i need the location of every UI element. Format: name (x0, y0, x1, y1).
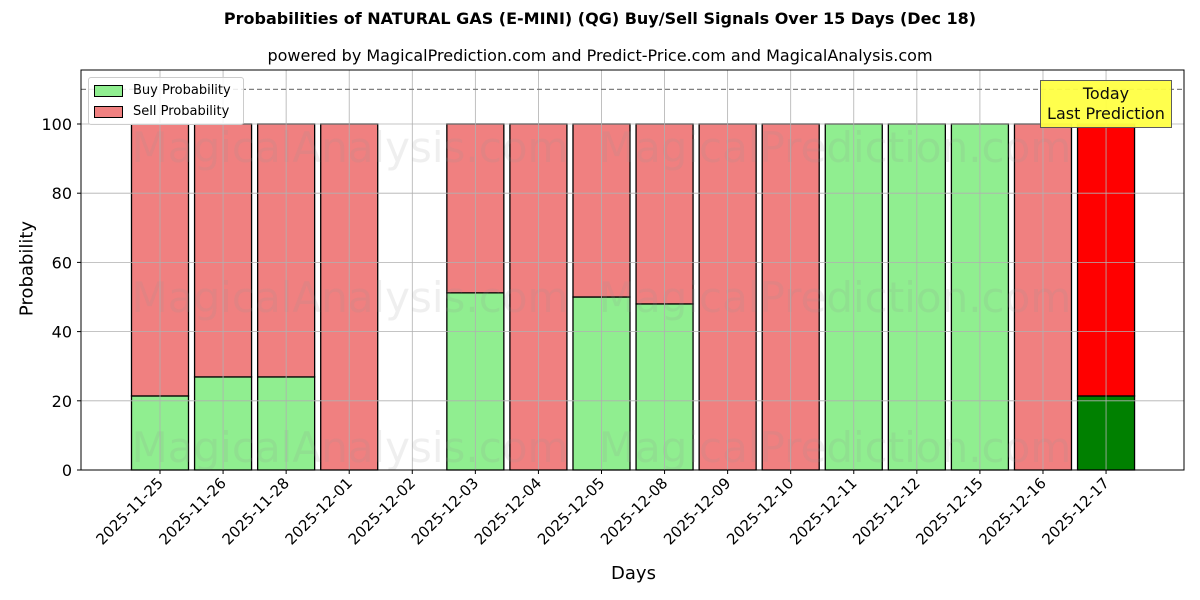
legend-item-sell: Sell Probability (94, 104, 229, 119)
y-tick-label: 100 (41, 115, 72, 134)
x-tick-label: 2025-12-04 (471, 474, 545, 548)
axes-frame (80, 69, 1185, 471)
y-tick-label: 20 (52, 392, 72, 411)
legend-label-sell: Sell Probability (133, 104, 230, 119)
legend: Buy Probability Sell Probability (88, 77, 244, 125)
x-tick-label: 2025-12-08 (597, 474, 671, 548)
legend-item-buy: Buy Probability (94, 83, 231, 98)
chart-subtitle: powered by MagicalPrediction.com and Pre… (267, 46, 933, 65)
watermark: MagicalPrediction.com (599, 423, 1072, 472)
y-tick-label: 60 (52, 253, 72, 272)
x-tick-label: 2025-12-05 (534, 474, 608, 548)
y-tick-label: 40 (52, 323, 72, 342)
x-tick-label: 2025-12-10 (723, 474, 797, 548)
x-tick-label: 2025-12-03 (408, 474, 482, 548)
watermark: MagicalPrediction.com (599, 123, 1072, 172)
x-tick-label: 2025-11-25 (92, 474, 166, 548)
watermark: MagicalPrediction.com (599, 273, 1072, 322)
watermark: MagicalAnalysis.com (132, 273, 569, 322)
watermark: MagicalAnalysis.com (132, 423, 569, 472)
y-tick-label: 80 (52, 184, 72, 203)
x-tick-label: 2025-12-15 (912, 474, 986, 548)
x-tick-label: 2025-12-17 (1038, 474, 1112, 548)
legend-swatch-buy (94, 84, 123, 97)
x-tick-label: 2025-12-01 (282, 474, 356, 548)
x-tick-label: 2025-11-26 (156, 474, 230, 548)
y-tick-label: 0 (62, 461, 72, 480)
legend-label-buy: Buy Probability (133, 83, 231, 98)
y-axis-label: Probability (16, 220, 38, 317)
x-tick-label: 2025-12-09 (660, 474, 734, 548)
x-tick-label: 2025-12-11 (786, 474, 860, 548)
x-axis-label: Days (611, 563, 656, 584)
annotation-line-2: Last Prediction (1047, 104, 1165, 123)
x-tick-label: 2025-12-16 (975, 474, 1049, 548)
today-annotation: Today Last Prediction (1040, 80, 1172, 128)
annotation-line-1: Today (1082, 84, 1130, 103)
x-tick-label: 2025-12-12 (849, 474, 923, 548)
legend-swatch-sell (94, 105, 123, 118)
watermark: MagicalAnalysis.com (132, 123, 569, 172)
chart-title: Probabilities of NATURAL GAS (E-MINI) (Q… (223, 9, 977, 28)
x-tick-label: 2025-11-28 (219, 474, 293, 548)
x-tick-label: 2025-12-02 (345, 474, 419, 548)
